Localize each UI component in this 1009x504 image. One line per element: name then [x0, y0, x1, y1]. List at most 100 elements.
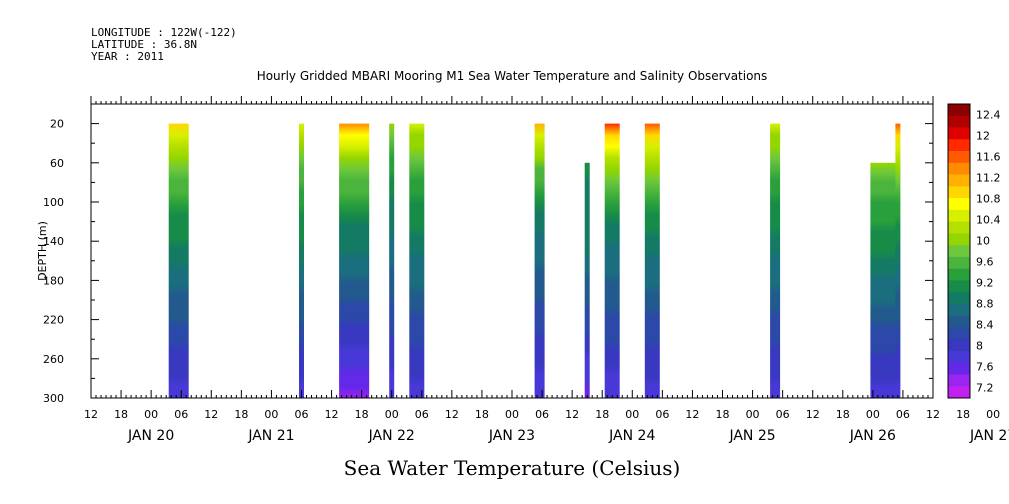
colorbar-label: 10	[976, 235, 990, 248]
data-bar	[409, 123, 425, 398]
x-axis: 12 18 00 06 12 18 00 06 12 18 00 06 12 18 00 06 12 18 00 06…	[84, 96, 1009, 444]
colorbar-swatch	[948, 386, 970, 399]
colorbar-swatch	[948, 186, 970, 199]
data-bar	[168, 123, 189, 398]
x-tick-label: 12	[685, 408, 699, 421]
colorbar-swatch	[948, 174, 970, 187]
data-bar	[584, 162, 590, 398]
x-tick-label: 12	[565, 408, 579, 421]
colorbar-label: 7.6	[976, 361, 994, 374]
colorbar-label: 9.2	[976, 277, 994, 290]
colorbar-swatch	[948, 162, 970, 175]
data-bar	[604, 123, 620, 398]
x-tick-label: 00	[385, 408, 399, 421]
data-bar	[339, 123, 370, 398]
colorbar-label: 8	[976, 340, 983, 353]
y-tick-label: 60	[50, 157, 64, 170]
y-axis-label: DEPTH (m)	[36, 221, 49, 281]
colorbar-label: 12	[976, 130, 990, 143]
colorbar-swatch	[948, 315, 970, 328]
x-tick-label: 12	[84, 408, 98, 421]
x-tick-label: 18	[355, 408, 369, 421]
colorbar-swatch	[948, 292, 970, 305]
data-bars	[168, 123, 901, 398]
x-tick-label: 12	[806, 408, 820, 421]
x-tick-label: 00	[625, 408, 639, 421]
x-tick-label: 18	[475, 408, 489, 421]
colorbar-frame	[947, 103, 971, 399]
x-tick-label: 18	[956, 408, 970, 421]
colorbar-swatch	[948, 233, 970, 246]
x-tick-label: 12	[204, 408, 218, 421]
y-tick-label: 260	[43, 353, 64, 366]
colorbar-label: 9.6	[976, 256, 994, 269]
x-tick-label: 18	[716, 408, 730, 421]
x-tick-label: 06	[415, 408, 429, 421]
x-tick-label: 12	[325, 408, 339, 421]
x-tick-label: 00	[264, 408, 278, 421]
day-label: JAN 25	[728, 428, 775, 444]
day-label: JAN 27	[969, 428, 1009, 444]
day-label: JAN 23	[488, 428, 535, 444]
colorbar-label: 8.4	[976, 319, 994, 332]
x-tick-label: 18	[836, 408, 850, 421]
day-label: JAN 26	[849, 428, 896, 444]
y-axis: 20 60 100 140 180 220 260 300	[43, 103, 933, 405]
colorbar-swatch	[948, 256, 970, 269]
day-label: JAN 24	[608, 428, 655, 444]
x-tick-label: 00	[746, 408, 760, 421]
y-tick-label: 100	[43, 196, 64, 209]
y-tick-label: 180	[43, 274, 64, 287]
data-bar	[389, 123, 395, 398]
colorbar-swatch	[948, 374, 970, 387]
colorbar-label: 7.2	[976, 382, 994, 395]
colorbar-swatch	[948, 221, 970, 234]
colorbar-swatch	[948, 115, 970, 128]
x-tick-label: 06	[776, 408, 790, 421]
x-axis-label: Sea Water Temperature (Celsius)	[344, 456, 681, 480]
colorbar-swatch	[948, 339, 970, 352]
colorbar: 12.4 12 11.6 11.2 10.8 10.4 10 9.6 9.2 8.8 8.4 8 7.6…	[947, 103, 1001, 399]
colorbar-swatch	[948, 209, 970, 222]
data-bar	[644, 123, 660, 398]
colorbar-swatch	[948, 362, 970, 375]
x-tick-label: 12	[926, 408, 940, 421]
y-tick-label: 300	[43, 392, 64, 405]
y-tick-label: 140	[43, 235, 64, 248]
colorbar-swatch	[948, 268, 970, 281]
x-tick-label: 06	[896, 408, 910, 421]
latitude-text: LATITUDE : 36.8N	[91, 38, 197, 51]
day-label: JAN 20	[127, 428, 174, 444]
colorbar-swatch	[948, 303, 970, 316]
x-tick-label: 12	[445, 408, 459, 421]
chart-title: Hourly Gridded MBARI Mooring M1 Sea Wate…	[257, 69, 768, 83]
y-tick-label: 220	[43, 314, 64, 327]
y-tick-label: 20	[50, 118, 64, 131]
colorbar-label: 11.2	[976, 172, 1001, 185]
data-bar	[895, 123, 901, 398]
colorbar-swatch	[948, 245, 970, 258]
x-tick-label: 06	[535, 408, 549, 421]
data-bar	[770, 123, 781, 398]
data-bar	[534, 123, 545, 398]
day-label: JAN 22	[368, 428, 415, 444]
x-tick-label: 18	[595, 408, 609, 421]
data-bar	[870, 162, 896, 398]
colorbar-swatch	[948, 151, 970, 164]
x-tick-label: 06	[174, 408, 188, 421]
colorbar-swatch	[948, 327, 970, 340]
colorbar-swatch	[948, 139, 970, 152]
colorbar-label: 12.4	[976, 109, 1001, 122]
x-tick-label: 06	[655, 408, 669, 421]
colorbar-label: 8.8	[976, 298, 994, 311]
day-label: JAN 21	[247, 428, 294, 444]
x-tick-label: 00	[505, 408, 519, 421]
plot-frame	[90, 103, 934, 399]
colorbar-swatch	[948, 280, 970, 293]
x-tick-label: 06	[295, 408, 309, 421]
longitude-text: LONGITUDE : 122W(-122)	[91, 26, 237, 39]
year-text: YEAR : 2011	[91, 50, 164, 63]
x-tick-label: 18	[114, 408, 128, 421]
colorbar-label: 10.8	[976, 193, 1001, 206]
